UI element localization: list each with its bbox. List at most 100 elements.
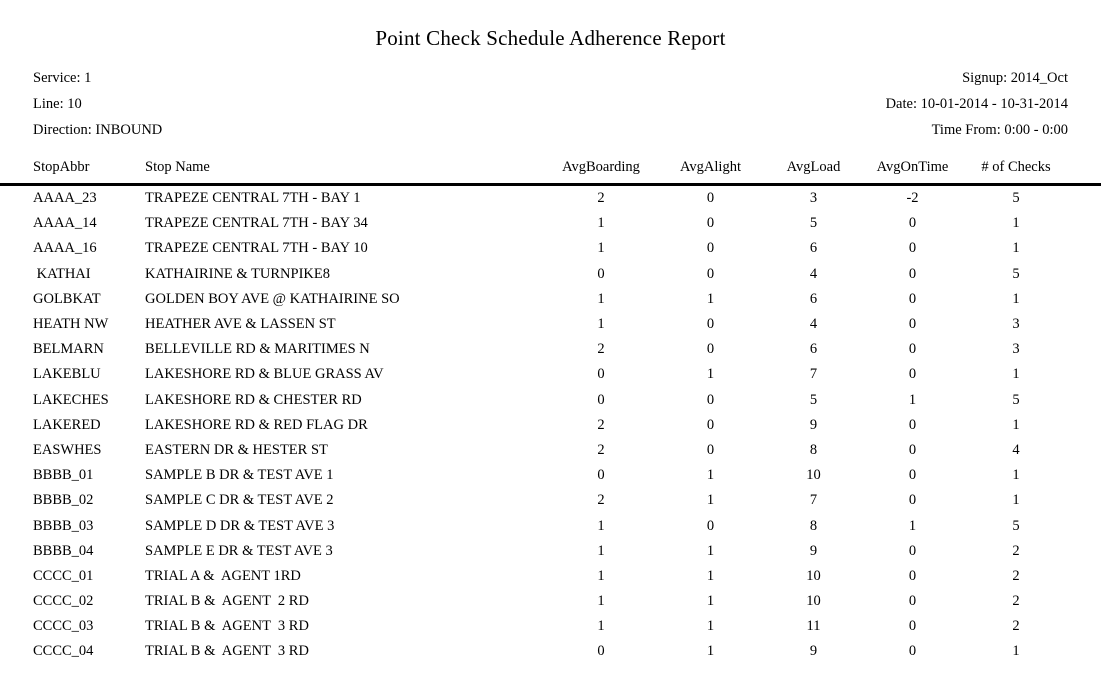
col-header-avgload: AvgLoad bbox=[764, 159, 863, 186]
cell-stopname: BELLEVILLE RD & MARITIMES N bbox=[145, 341, 370, 358]
cell-avgload: 6 bbox=[809, 240, 818, 257]
meta-signup: Signup: 2014_Oct bbox=[962, 70, 1068, 86]
cell-num-checks: 3 bbox=[1012, 316, 1020, 333]
cell-num-checks: 1 bbox=[1012, 215, 1020, 232]
cell-avgalight: 1 bbox=[706, 467, 715, 484]
cell-avgalight: 0 bbox=[706, 240, 715, 257]
cell-stopabbr: KATHAI bbox=[33, 265, 91, 282]
table-row: AAAA_16 TRAPEZE CENTRAL 7TH - BAY 10 1 0… bbox=[0, 236, 1101, 261]
cell-avgontime: 0 bbox=[908, 366, 917, 383]
cell-avgboarding: 1 bbox=[597, 240, 605, 257]
cell-num-checks: 1 bbox=[1012, 290, 1020, 307]
table-header-row: StopAbbr Stop Name AvgBoarding AvgAlight… bbox=[0, 159, 1101, 186]
cell-avgalight: 1 bbox=[706, 542, 715, 559]
cell-stopname: LAKESHORE RD & CHESTER RD bbox=[145, 391, 362, 408]
cell-avgalight: 1 bbox=[706, 618, 715, 635]
cell-avgalight: 0 bbox=[706, 316, 715, 333]
cell-avgboarding: 2 bbox=[597, 190, 605, 207]
cell-stopabbr: AAAA_16 bbox=[33, 240, 97, 257]
cell-avgload: 5 bbox=[809, 391, 818, 408]
table-row: BBBB_04 SAMPLE E DR & TEST AVE 3 1 1 9 0… bbox=[0, 539, 1101, 564]
cell-avgalight: 1 bbox=[706, 643, 715, 660]
table-row: GOLBKAT GOLDEN BOY AVE @ KATHAIRINE SO 1… bbox=[0, 287, 1101, 312]
cell-num-checks: 1 bbox=[1012, 643, 1020, 660]
table-row: KATHAI KATHAIRINE & TURNPIKE8 0 0 4 0 5 bbox=[0, 262, 1101, 287]
cell-num-checks: 1 bbox=[1012, 467, 1020, 484]
cell-num-checks: 2 bbox=[1012, 618, 1020, 635]
cell-avgload: 6 bbox=[809, 341, 818, 358]
cell-avgload: 9 bbox=[809, 643, 818, 660]
cell-avgontime: 0 bbox=[908, 593, 917, 610]
cell-stopname: KATHAIRINE & TURNPIKE8 bbox=[145, 265, 331, 282]
table-row: AAAA_14 TRAPEZE CENTRAL 7TH - BAY 34 1 0… bbox=[0, 211, 1101, 236]
table-row: BELMARN BELLEVILLE RD & MARITIMES N 2 0 … bbox=[0, 337, 1101, 362]
cell-stopabbr: CCCC_03 bbox=[33, 618, 94, 635]
cell-num-checks: 1 bbox=[1012, 240, 1020, 257]
cell-stopname: TRIAL B & AGENT 2 RD bbox=[145, 593, 309, 610]
cell-stopname: TRIAL A & AGENT 1RD bbox=[145, 567, 301, 584]
cell-num-checks: 5 bbox=[1012, 265, 1020, 282]
cell-avgload: 11 bbox=[806, 618, 821, 635]
cell-avgalight: 1 bbox=[706, 593, 715, 610]
cell-stopname: TRAPEZE CENTRAL 7TH - BAY 10 bbox=[145, 240, 368, 257]
cell-stopabbr: BBBB_02 bbox=[33, 492, 94, 509]
cell-stopabbr: LAKERED bbox=[33, 416, 101, 433]
col-header-avgboarding: AvgBoarding bbox=[545, 159, 657, 186]
cell-stopname: LAKESHORE RD & BLUE GRASS AV bbox=[145, 366, 384, 383]
cell-avgload: 8 bbox=[809, 441, 818, 458]
cell-avgboarding: 2 bbox=[597, 416, 605, 433]
cell-stopabbr: AAAA_23 bbox=[33, 190, 97, 207]
report-meta: Service: 1 Line: 10 Direction: INBOUND S… bbox=[0, 65, 1101, 143]
cell-stopname: EASTERN DR & HESTER ST bbox=[145, 441, 328, 458]
cell-stopname: SAMPLE C DR & TEST AVE 2 bbox=[145, 492, 334, 509]
cell-avgload: 9 bbox=[809, 542, 818, 559]
cell-num-checks: 3 bbox=[1012, 341, 1020, 358]
cell-stopabbr: GOLBKAT bbox=[33, 290, 101, 307]
cell-avgalight: 0 bbox=[706, 416, 715, 433]
cell-avgalight: 0 bbox=[706, 391, 715, 408]
cell-avgboarding: 1 bbox=[597, 517, 605, 534]
cell-avgboarding: 1 bbox=[597, 618, 605, 635]
cell-avgalight: 0 bbox=[706, 441, 715, 458]
cell-num-checks: 1 bbox=[1012, 492, 1020, 509]
cell-num-checks: 5 bbox=[1012, 391, 1020, 408]
cell-avgboarding: 1 bbox=[597, 567, 605, 584]
cell-avgontime: 0 bbox=[908, 643, 917, 660]
table-body: AAAA_23 TRAPEZE CENTRAL 7TH - BAY 1 2 0 … bbox=[0, 185, 1101, 665]
cell-avgalight: 1 bbox=[706, 492, 715, 509]
cell-avgontime: 0 bbox=[908, 416, 917, 433]
cell-stopabbr: LAKEBLU bbox=[33, 366, 101, 383]
cell-avgboarding: 2 bbox=[597, 492, 605, 509]
cell-avgontime: 0 bbox=[908, 240, 917, 257]
cell-avgalight: 0 bbox=[706, 190, 715, 207]
cell-avgontime: 0 bbox=[908, 341, 917, 358]
cell-num-checks: 4 bbox=[1012, 441, 1020, 458]
table-row: LAKECHES LAKESHORE RD & CHESTER RD 0 0 5… bbox=[0, 388, 1101, 413]
table-row: CCCC_03 TRIAL B & AGENT 3 RD 1 1 11 0 2 bbox=[0, 614, 1101, 639]
cell-stopname: LAKESHORE RD & RED FLAG DR bbox=[145, 416, 368, 433]
cell-avgboarding: 0 bbox=[597, 467, 605, 484]
cell-stopname: TRIAL B & AGENT 3 RD bbox=[145, 618, 309, 635]
meta-direction: Direction: INBOUND bbox=[33, 122, 163, 138]
col-header-stopname: Stop Name bbox=[115, 159, 545, 186]
cell-stopabbr: CCCC_02 bbox=[33, 593, 94, 610]
table-row: BBBB_01 SAMPLE B DR & TEST AVE 1 0 1 10 … bbox=[0, 463, 1101, 488]
cell-stopabbr: BBBB_01 bbox=[33, 467, 94, 484]
cell-avgload: 10 bbox=[806, 567, 821, 584]
cell-avgload: 3 bbox=[809, 190, 818, 207]
cell-num-checks: 1 bbox=[1012, 366, 1020, 383]
col-header-avgalight: AvgAlight bbox=[657, 159, 764, 186]
table-row: BBBB_02 SAMPLE C DR & TEST AVE 2 2 1 7 0… bbox=[0, 488, 1101, 513]
cell-avgboarding: 2 bbox=[597, 341, 605, 358]
cell-avgontime: 0 bbox=[908, 265, 917, 282]
table-row: CCCC_01 TRIAL A & AGENT 1RD 1 1 10 0 2 bbox=[0, 564, 1101, 589]
cell-num-checks: 2 bbox=[1012, 593, 1020, 610]
cell-stopname: HEATHER AVE & LASSEN ST bbox=[145, 316, 336, 333]
cell-avgboarding: 1 bbox=[597, 316, 605, 333]
cell-num-checks: 1 bbox=[1012, 416, 1020, 433]
cell-avgload: 9 bbox=[809, 416, 818, 433]
cell-avgboarding: 1 bbox=[597, 542, 605, 559]
meta-service: Service: 1 bbox=[33, 70, 92, 86]
col-header-num-checks: # of Checks bbox=[962, 159, 1101, 186]
